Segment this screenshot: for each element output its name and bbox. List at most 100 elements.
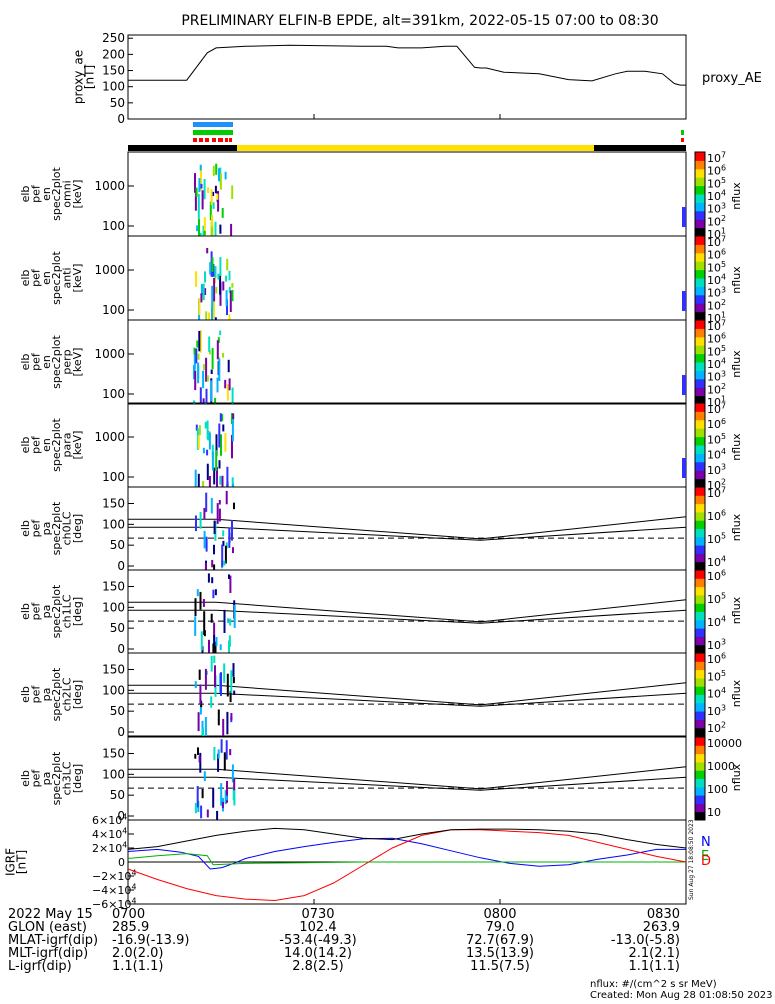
proxy-ae-series-label: proxy_AE (702, 71, 762, 86)
spec-panel-1-colorbar-seg (695, 286, 705, 296)
spec-panel-2-edge-pixel (682, 375, 686, 395)
pa-panel-3-pixel (194, 753, 197, 759)
pa-panel-2-colorbar-seg (695, 719, 705, 729)
spec-panel-3-pixel (202, 447, 205, 454)
pa-panel-1-cbar-tick: 103 (707, 638, 726, 652)
spec-panel-0-edge-pixel (682, 207, 686, 227)
spec-panel-1-pixel (226, 299, 228, 316)
pa-panel-2-colorbar-frame (694, 652, 706, 737)
spec-panel-0-pixel (200, 183, 203, 189)
pa-panel-1-ytick: 0 (117, 642, 125, 656)
pa-panel-1-pixel (202, 599, 205, 607)
pa-panel-0-pixel (233, 502, 235, 510)
spec-panel-3-colorbar-seg (695, 428, 705, 438)
spec-panel-3-pixel (204, 421, 207, 429)
spec-panel-0-colorbar-seg (695, 185, 705, 195)
pa-panel-3-colorbar-seg (695, 770, 705, 779)
spec-panel-1-pixel (214, 266, 217, 278)
spec-panel-1-pixel (204, 271, 206, 283)
pa-panel-3-pixel (216, 810, 219, 820)
pa-panel-0-ylabel: elbpefpaspec2plotch0LC[deg] (19, 501, 84, 555)
pa-panel-3-ytick: 100 (102, 767, 125, 781)
pa-panel-1-ytick: 100 (102, 600, 125, 614)
pa-panel-0-colorbar-seg (695, 503, 705, 513)
pa-panel-1-pixel (228, 640, 230, 653)
pa-panel-1-loss-cone-upper (128, 599, 687, 623)
spec-panel-1-edge-pixel (682, 291, 686, 311)
pa-panel-3-colorbar-seg (695, 737, 705, 746)
pa-panel-3-cbar-tick: 100 (707, 783, 728, 796)
pa-panel-3-pixel (225, 740, 228, 760)
attitude-bar (205, 138, 209, 142)
spec-panel-0-pixel (197, 194, 200, 219)
footer-row-4-val-0: 1.1(1.1) (112, 959, 164, 974)
spec-panel-2-cbar-tick: 107 (707, 319, 726, 333)
attitude-bar (199, 138, 203, 142)
spec-panel-2-colorbar-seg (695, 378, 705, 388)
spec-panel-0-cbar-tick: 107 (707, 151, 726, 165)
spec-panel-0-pixel (221, 208, 224, 218)
pa-panel-3-cbar-tick: 1000 (707, 760, 735, 773)
footer-row-4-val-3: 1.1(1.1) (629, 959, 681, 974)
igrf-ytick: 4×104 (92, 827, 127, 841)
attitude-bar-end (681, 138, 684, 142)
pa-panel-0-pixel (218, 500, 221, 505)
spec-panel-2-colorbar-seg (695, 345, 705, 355)
spec-panel-3-pixel (221, 475, 224, 487)
pa-panel-3-pixel (224, 790, 227, 805)
spec-panel-1-pixel (219, 257, 222, 276)
pa-panel-2-pixel (223, 663, 226, 683)
spec-panel-2-cbar-label: nflux (730, 350, 743, 378)
pa-panel-3-pixel (206, 809, 209, 818)
spec-panel-1-pixel (211, 308, 213, 320)
spec-panel-2-pixel (193, 400, 196, 404)
pa-panel-2-frame (127, 652, 687, 737)
spec-panel-0-pixel (212, 191, 215, 197)
pa-panel-2-pixel (217, 709, 220, 726)
pa-panel-1-pixel (212, 589, 215, 599)
igrf-line-N (127, 837, 686, 870)
pa-panel-3-colorbar-seg (695, 745, 705, 755)
spec-panel-3-cbar-tick: 107 (707, 402, 726, 416)
footer-row-0-label: 2022 May 15 (8, 907, 93, 922)
spec-panel-2-pixel (224, 379, 227, 389)
pa-panel-2-colorbar-seg (695, 653, 705, 662)
spec-panel-1-pixel (228, 270, 231, 281)
spec-panel-2-pixel (210, 369, 213, 374)
pa-panel-1-pixel (196, 589, 199, 597)
spec-panel-0-pixel (200, 165, 202, 191)
spec-panel-3-pixel (211, 444, 214, 457)
pa-panel-2-colorbar-seg (695, 661, 705, 671)
footer-row-3-label: MLT-igrf(dip) (8, 946, 88, 961)
spec-panel-2-pixel (197, 362, 200, 384)
pa-panel-1-pixel (215, 637, 218, 646)
proxy-ae-ytick: 100 (102, 80, 125, 94)
spec-panel-3-colorbar-seg (695, 403, 705, 412)
pa-panel-3-ylabel: elbpefpaspec2plotch3LC[deg] (19, 751, 84, 805)
pa-panel-0-pixel (211, 559, 214, 568)
pa-panel-3-ytick: 150 (102, 747, 125, 761)
spec-panel-1-cbar-tick: 106 (707, 247, 726, 261)
spec-panel-1-colorbar-seg (695, 303, 705, 313)
pa-panel-3-pixel (203, 771, 206, 782)
spec-panel-3-colorbar-seg (695, 461, 705, 471)
spec-panel-0-colorbar-seg (695, 160, 705, 170)
pa-panel-0-colorbar-seg (695, 528, 705, 538)
spec-panel-3-cbar-tick: 105 (707, 432, 726, 446)
pa-panel-3-pixel (196, 786, 199, 808)
spec-panel-3-pixel (216, 467, 218, 487)
spec-panel-2-pixel (194, 370, 197, 391)
spec-panel-1-colorbar-seg (695, 244, 705, 254)
spec-panel-1-ylabel: elbpefenspec2plotanti[keV] (19, 251, 84, 305)
spec-panel-0-cbar-tick: 106 (707, 163, 726, 177)
spec-panel-2-pixel (208, 350, 211, 355)
spec-panel-0-pixel (194, 191, 197, 211)
footer-units-note: nflux: #/(cm^2 s sr MeV) (590, 979, 717, 990)
igrf-ytick: −4×104 (92, 883, 136, 897)
spec-panel-3-pixel (208, 432, 211, 450)
spec-panel-3-pixel (206, 449, 209, 456)
spec-panel-0-colorbar-seg (695, 210, 705, 220)
pa-panel-0-pixel (204, 563, 207, 570)
spec-panel-0-ytick: 100 (102, 219, 125, 233)
spec-panel-0-pixel (219, 224, 222, 234)
